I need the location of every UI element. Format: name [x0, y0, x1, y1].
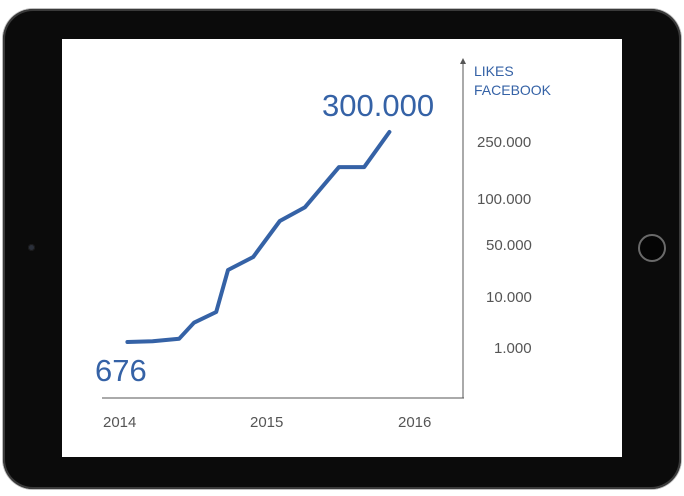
y-tick-label: 50.000	[486, 237, 532, 254]
y-tick-label: 250.000	[477, 134, 531, 151]
tablet-screen	[62, 39, 622, 457]
y-axis-arrow-icon	[460, 58, 466, 64]
y-tick-label: 10.000	[486, 289, 532, 306]
end-value-label: 300.000	[322, 88, 434, 123]
y-tick-label: 100.000	[477, 191, 531, 208]
y-axis-title-line-1: LIKES	[474, 63, 514, 79]
y-axis-title-line-2: FACEBOOK	[474, 82, 552, 98]
series-points	[127, 131, 390, 343]
x-tick-label: 2015	[250, 414, 283, 431]
start-value-label: 676	[95, 353, 147, 388]
home-button[interactable]	[638, 234, 666, 262]
series-line	[125, 130, 392, 344]
camera-icon	[28, 244, 35, 251]
x-tick-label: 2016	[398, 414, 431, 431]
x-tick-label: 2014	[103, 414, 136, 431]
y-tick-label: 1.000	[494, 340, 532, 357]
